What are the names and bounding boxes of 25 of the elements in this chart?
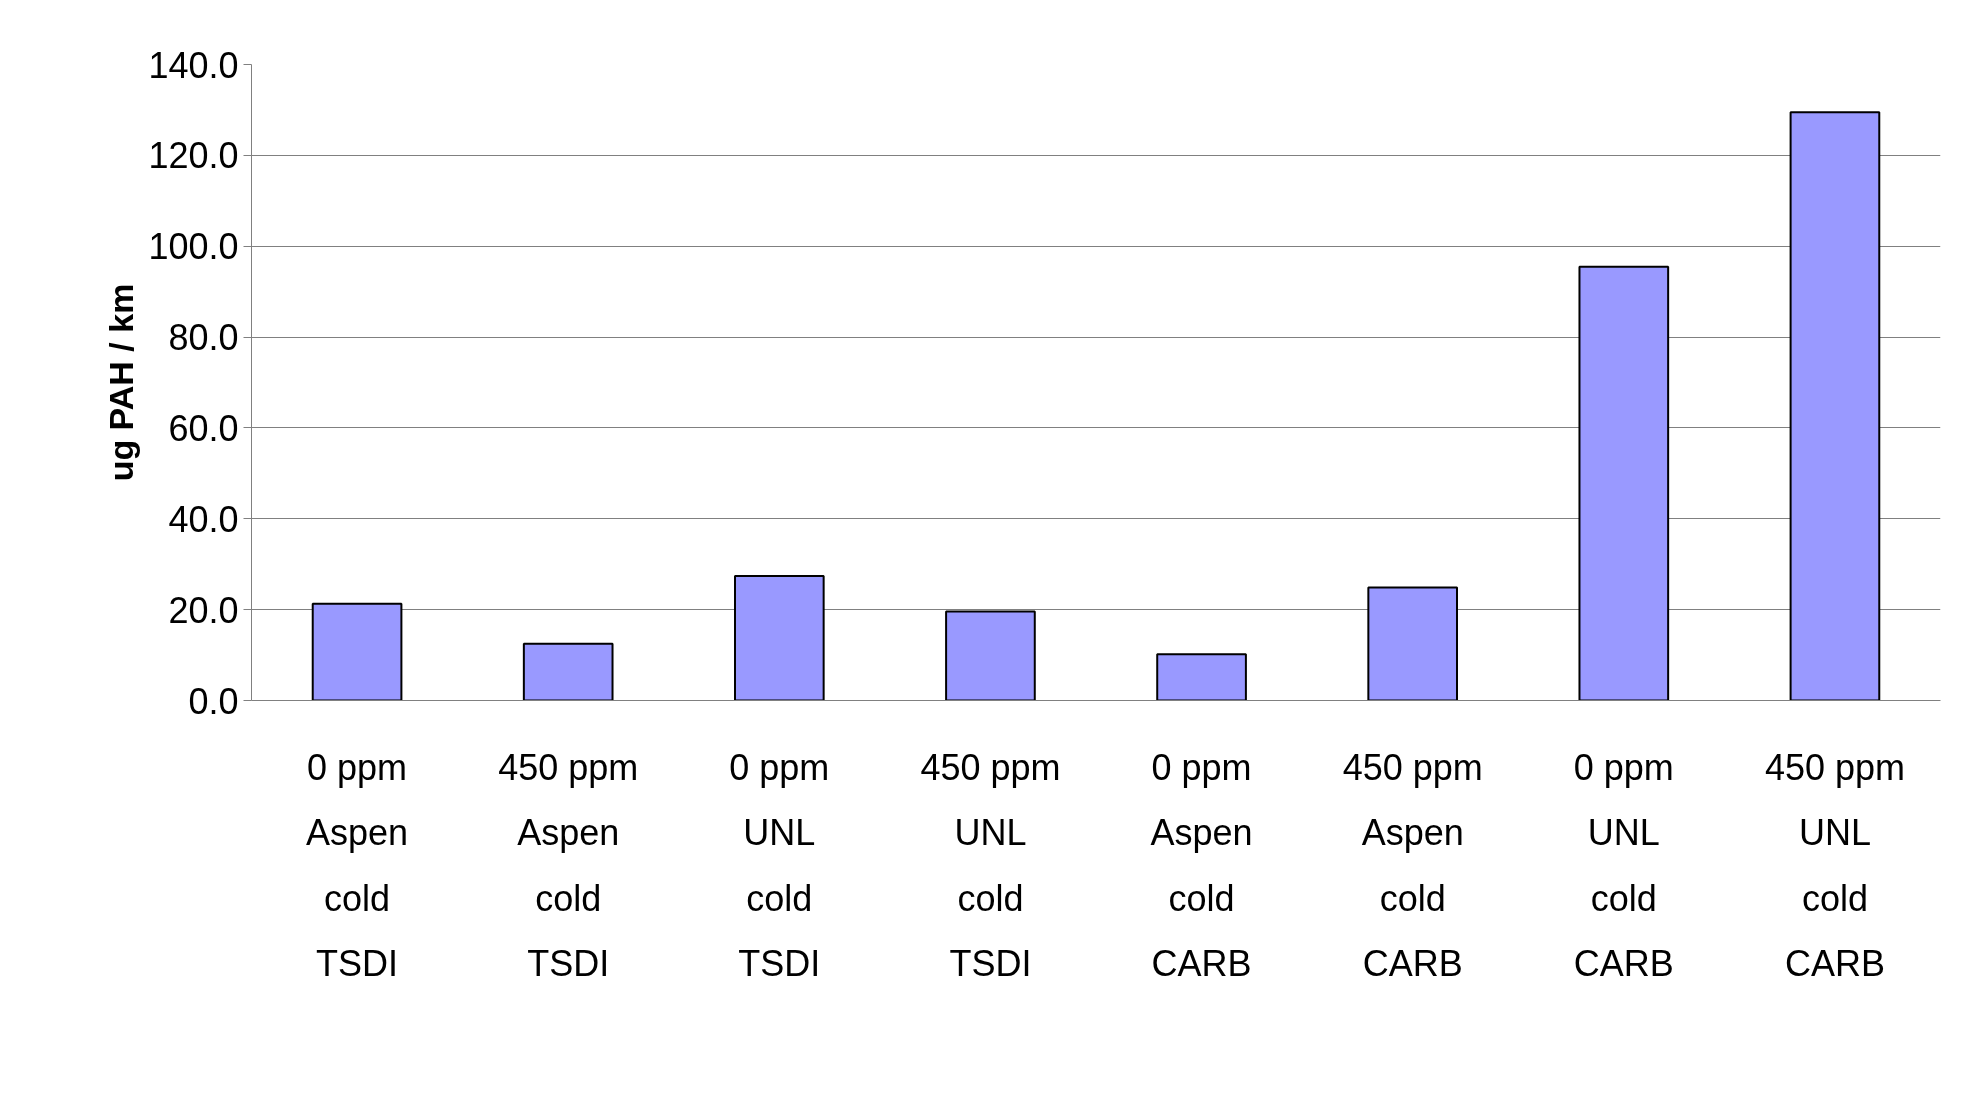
x-tick-label: 450 ppm UNL cold CARB: [1764, 746, 1905, 985]
x-tick-label: 450 ppm Aspen cold CARB: [1342, 746, 1483, 985]
x-tick-label: 0 ppm UNL cold TSDI: [729, 746, 830, 985]
bar: [311, 602, 403, 701]
bar: [1578, 265, 1670, 701]
y-tick-label: 120.0: [148, 135, 239, 177]
y-tick-label: 60.0: [168, 407, 239, 449]
bar: [1367, 586, 1459, 701]
bar: [733, 575, 825, 701]
x-tick-label: 0 ppm Aspen cold CARB: [1150, 746, 1253, 985]
y-tick-label: 40.0: [168, 498, 239, 540]
bar: [1789, 111, 1881, 701]
x-tick-label: 450 ppm UNL cold TSDI: [920, 746, 1061, 985]
x-tick-label: 0 ppm UNL cold CARB: [1573, 746, 1674, 985]
x-tick-label: 0 ppm Aspen cold TSDI: [306, 746, 409, 985]
bar: [945, 610, 1036, 701]
bar: [522, 642, 614, 701]
bar: [1156, 653, 1247, 701]
y-tick-label: 20.0: [168, 589, 239, 631]
y-tick-label: 100.0: [148, 226, 239, 268]
y-tick-label: 80.0: [168, 317, 239, 359]
y-tick-label: 0.0: [188, 680, 239, 722]
x-tick-label: 450 ppm Aspen cold TSDI: [498, 746, 639, 985]
y-tick-label: 140.0: [148, 44, 239, 86]
y-axis-title: ug PAH / km: [102, 283, 141, 482]
